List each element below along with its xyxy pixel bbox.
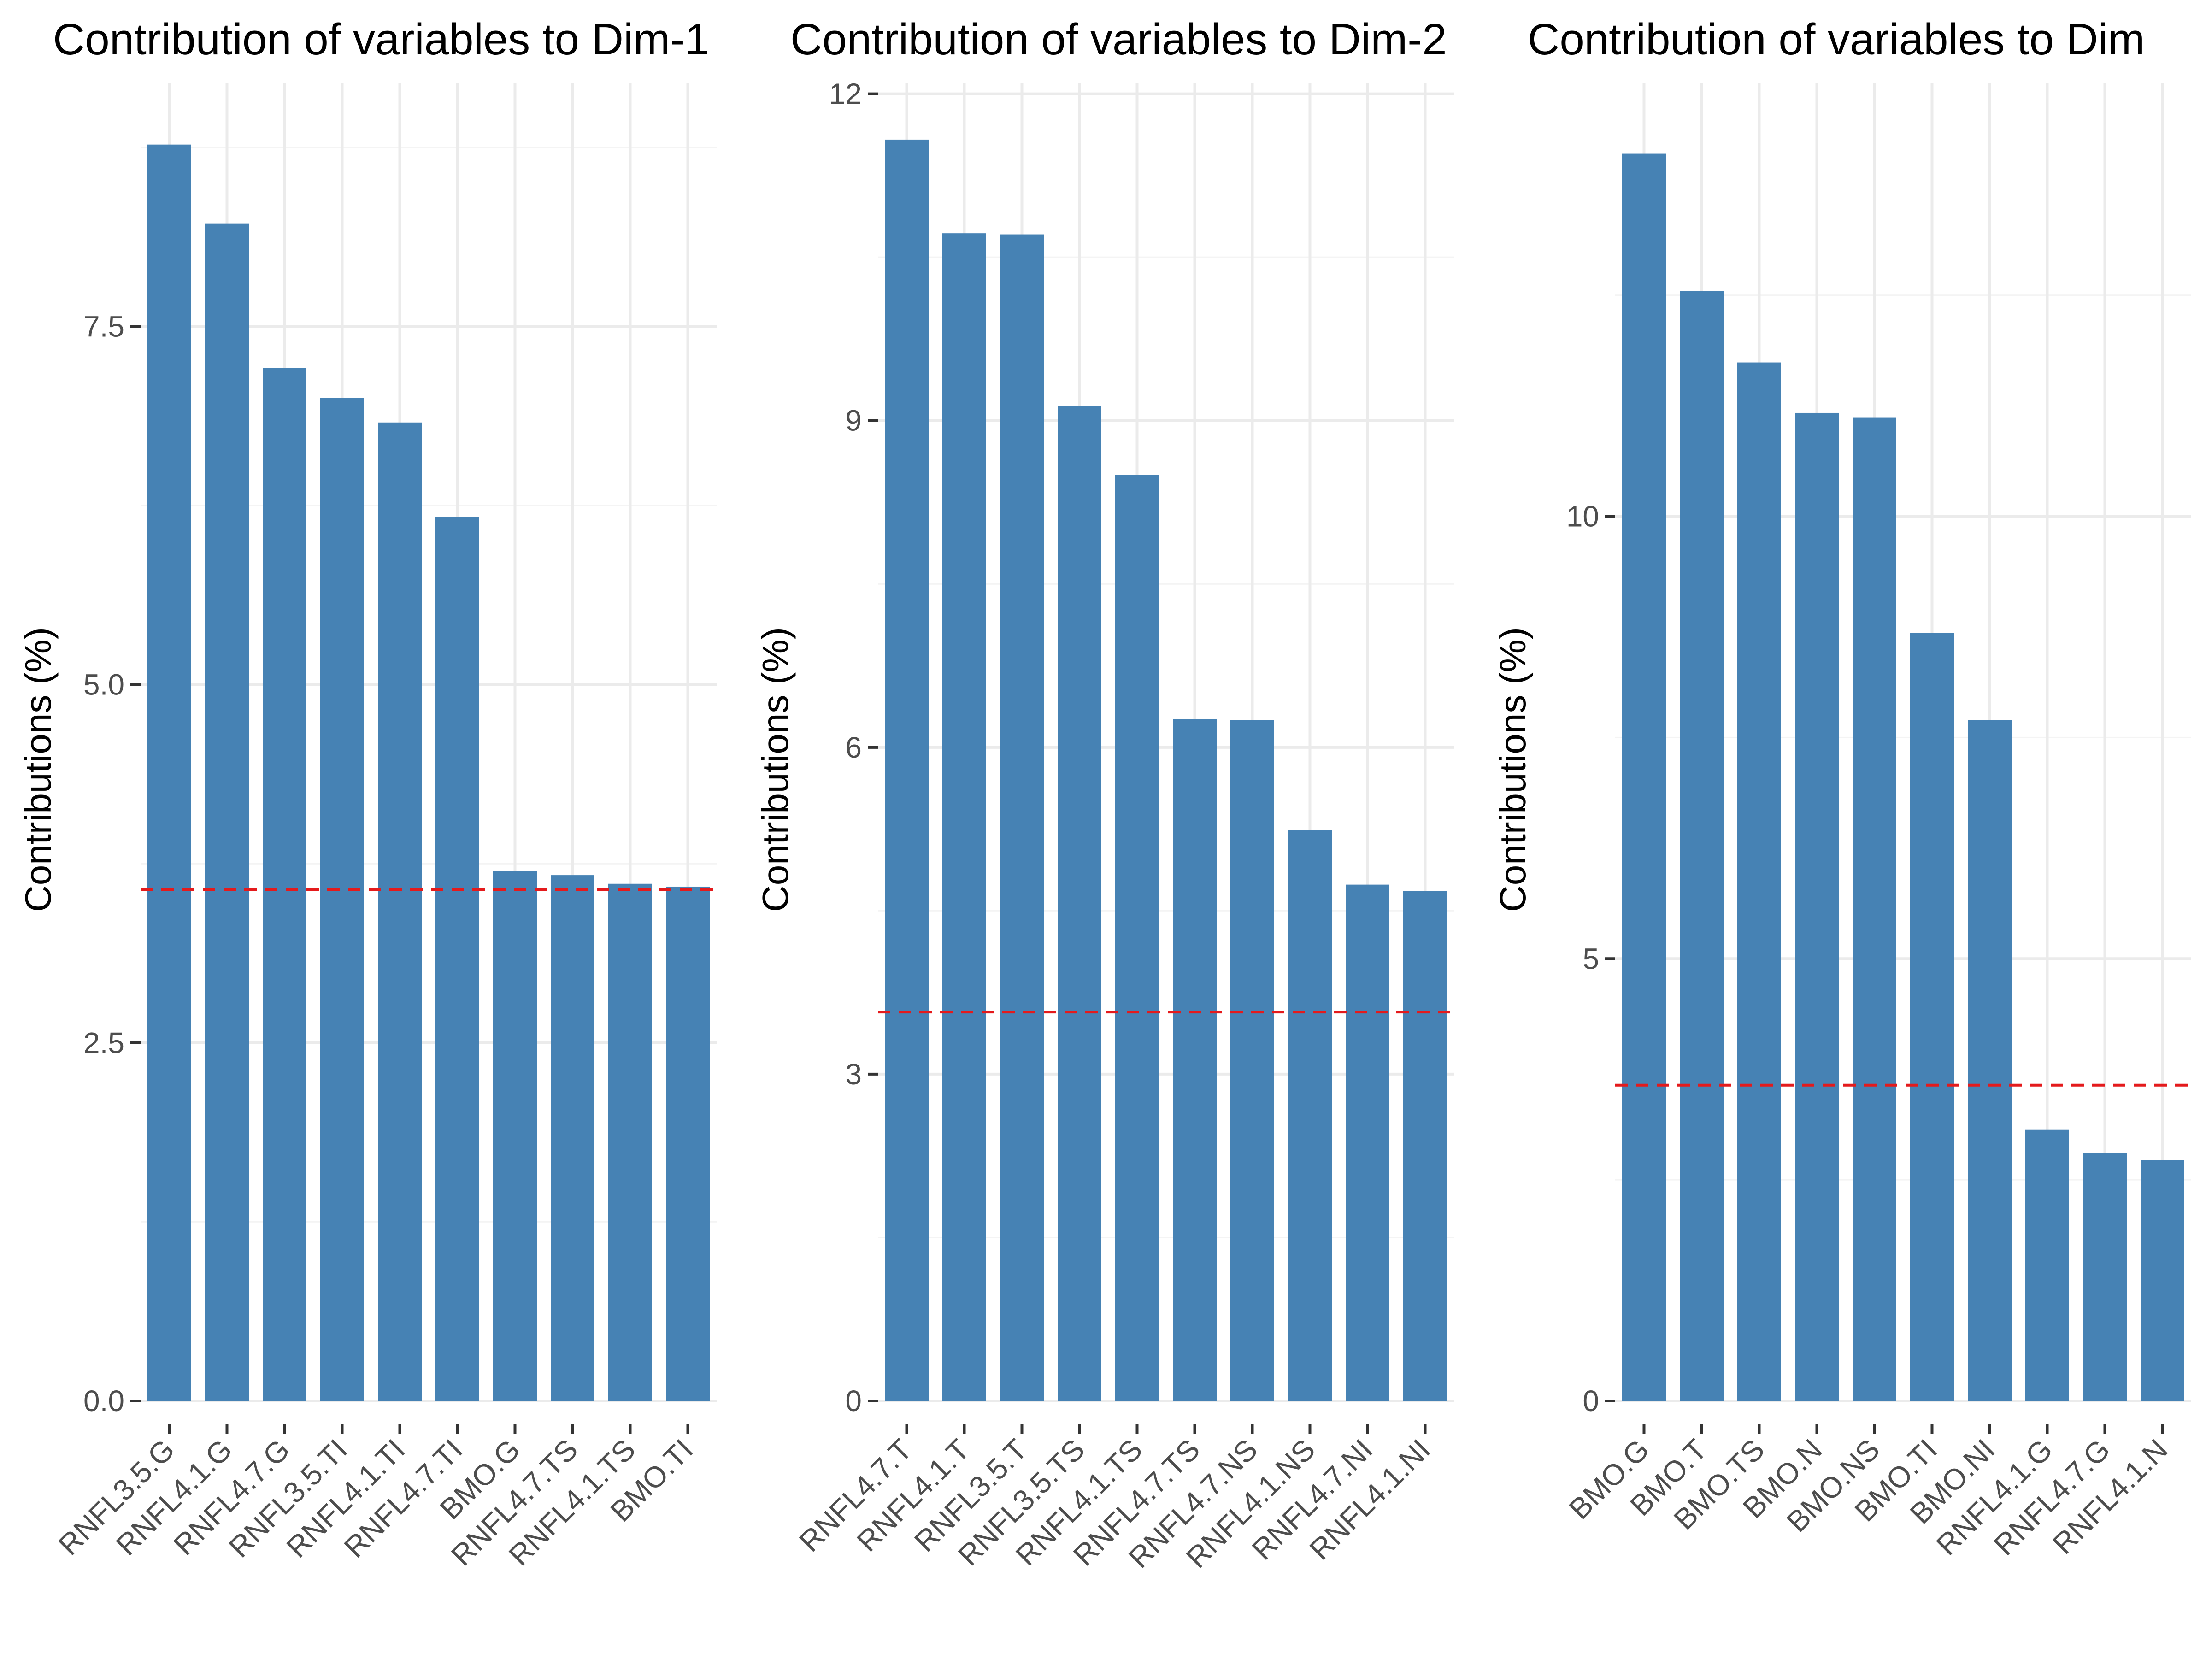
y-axis-title: Contributions (%)	[1492, 627, 1533, 912]
bar-RNFL4.1.TI	[378, 422, 422, 1401]
bar-BMO.TS	[1737, 362, 1781, 1401]
bar-RNFL4.1.G	[2025, 1129, 2069, 1401]
y-tick-label: 0	[845, 1384, 862, 1418]
y-axis-title: Contributions (%)	[755, 627, 796, 912]
bar-RNFL4.1.NS	[1288, 830, 1332, 1401]
bar-RNFL4.7.T	[885, 139, 929, 1401]
y-axis-title: Contributions (%)	[18, 627, 59, 912]
bar-RNFL4.1.TS	[1115, 475, 1159, 1401]
bar-BMO.G	[1622, 153, 1666, 1401]
y-tick-label: 10	[1566, 500, 1599, 533]
y-tick-label: 0	[1583, 1384, 1599, 1418]
y-tick-label: 5	[1583, 942, 1599, 975]
y-tick-label: 0.0	[83, 1384, 124, 1418]
bar-RNFL3.5.TI	[320, 398, 364, 1401]
bar-RNFL3.5.G	[147, 144, 191, 1401]
bar-BMO.G	[493, 871, 537, 1401]
y-tick-label: 7.5	[83, 310, 124, 343]
bar-RNFL4.7.TS	[551, 875, 594, 1401]
bar-RNFL4.7.TI	[435, 517, 479, 1401]
y-tick-label: 6	[845, 731, 862, 764]
bar-BMO.TI	[666, 886, 710, 1401]
y-tick-label: 12	[829, 77, 862, 111]
chart-title: Contribution of variables to Dim-2	[790, 15, 1447, 64]
chart-panel-3: 0510BMO.GBMO.TBMO.TSBMO.NBMO.NSBMO.TIBMO…	[1492, 15, 2191, 1562]
bar-BMO.NS	[1853, 417, 1896, 1401]
y-tick-label: 5.0	[83, 668, 124, 701]
bar-RNFL4.7.G	[2083, 1153, 2127, 1401]
bar-RNFL4.1.G	[205, 223, 249, 1401]
y-tick-label: 2.5	[83, 1026, 124, 1059]
bar-RNFL4.7.TS	[1173, 719, 1217, 1401]
bar-BMO.T	[1680, 291, 1724, 1401]
chart-title: Contribution of variables to Dim-1	[53, 15, 710, 64]
bar-BMO.NI	[1968, 720, 2012, 1401]
bar-RNFL4.1.N	[2141, 1160, 2184, 1401]
bar-RNFL3.5.TS	[1058, 406, 1101, 1401]
bar-RNFL4.7.NI	[1346, 884, 1389, 1401]
bar-RNFL3.5.T	[1000, 234, 1044, 1401]
bar-RNFL4.7.NS	[1230, 720, 1274, 1401]
y-tick-label: 3	[845, 1058, 862, 1091]
bar-RNFL4.1.TS	[608, 883, 652, 1401]
bar-RNFL4.1.NI	[1403, 891, 1447, 1401]
bar-BMO.N	[1795, 412, 1839, 1401]
chart-title: Contribution of variables to Dim	[1528, 15, 2145, 64]
bar-RNFL4.7.G	[263, 368, 306, 1401]
chart-panel-2: 036912RNFL4.7.TRNFL4.1.TRNFL3.5.TRNFL3.5…	[755, 15, 1454, 1574]
bar-RNFL4.1.T	[942, 233, 986, 1401]
bar-BMO.TI	[1910, 633, 1954, 1401]
chart-panel-1: 0.02.55.07.5RNFL3.5.GRNFL4.1.GRNFL4.7.GR…	[18, 15, 717, 1572]
y-tick-label: 9	[845, 404, 862, 437]
